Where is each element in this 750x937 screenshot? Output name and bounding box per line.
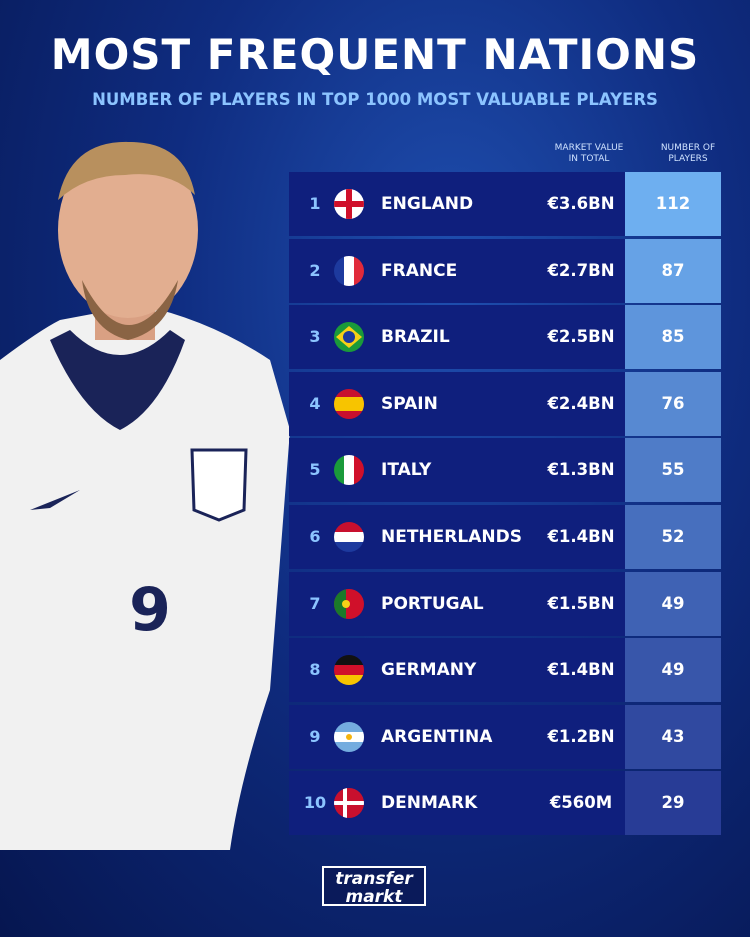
flag	[334, 788, 364, 819]
country: BRAZIL	[381, 327, 450, 348]
table-row: 9 ARGENTINA €1.2BN 43	[289, 704, 721, 769]
players: 87	[625, 238, 721, 303]
table-row: 5 ITALY €1.3BN 55	[289, 438, 721, 503]
players: 43	[625, 704, 721, 769]
flag	[334, 189, 364, 219]
flag	[334, 322, 364, 353]
market-value: €2.5BN	[547, 327, 615, 347]
rank: 4	[309, 393, 321, 413]
players: 85	[625, 305, 721, 370]
country: PORTUGAL	[381, 593, 484, 614]
country: ARGENTINA	[381, 726, 493, 747]
column-header-line: IN TOTAL	[568, 154, 610, 164]
column-header-line: MARKET VALUE	[554, 143, 624, 153]
flag	[334, 721, 364, 752]
column-header: MARKET VALUE IN TOTAL	[545, 143, 633, 165]
players: 55	[625, 438, 721, 503]
table-row: 3 BRAZIL €2.5BN 85	[289, 305, 721, 370]
market-value: €2.4BN	[547, 393, 615, 413]
players: 76	[625, 371, 721, 436]
country: GERMANY	[381, 660, 477, 681]
column-header-line: PLAYERS	[668, 154, 708, 164]
market-value: €560M	[549, 793, 613, 813]
rank: 5	[309, 460, 321, 480]
logo: transfer markt	[322, 866, 426, 906]
rank: 9	[309, 726, 321, 746]
logo-text: markt	[345, 887, 403, 907]
flag	[334, 522, 364, 552]
column-header: NUMBER OF PLAYERS	[640, 143, 736, 165]
table-row: 7 PORTUGAL €1.5BN 49	[289, 571, 721, 636]
rank: 1	[309, 194, 321, 213]
players: 49	[625, 571, 721, 636]
flag	[334, 455, 364, 486]
table-row: 4 SPAIN €2.4BN 76	[289, 371, 721, 436]
rank: 10	[303, 793, 327, 813]
country: SPAIN	[381, 393, 438, 414]
logo-text: transfer	[335, 869, 413, 889]
title: MOST FREQUENT NATIONS	[50, 30, 700, 79]
rank: 7	[309, 593, 321, 613]
country: FRANCE	[381, 260, 458, 281]
country: DENMARK	[381, 793, 478, 814]
table-row: 1 ENGLAND €3.6BN 112	[289, 172, 721, 236]
table-row: 2 FRANCE €2.7BN 87	[289, 238, 721, 303]
market-value: €1.2BN	[547, 726, 615, 746]
players: 52	[625, 505, 721, 569]
market-value: €1.4BN	[547, 660, 615, 680]
rank: 8	[309, 660, 321, 680]
country: ENGLAND	[381, 194, 474, 214]
players: 49	[625, 638, 721, 703]
flag	[334, 588, 364, 619]
rank: 6	[309, 527, 321, 546]
subtitle: NUMBER OF PLAYERS IN TOP 1000 MOST VALUA…	[92, 90, 658, 109]
country: ITALY	[381, 460, 432, 481]
flag	[334, 388, 364, 419]
market-value: €1.4BN	[547, 527, 615, 546]
table-row: 8 GERMANY €1.4BN 49	[289, 638, 721, 703]
player-illustration: 9	[0, 141, 290, 850]
players: 29	[625, 771, 721, 836]
players: 112	[625, 172, 721, 236]
table-row: 10 DENMARK €560M 29	[289, 771, 721, 836]
rank: 3	[309, 327, 321, 347]
column-header-line: NUMBER OF	[660, 143, 716, 153]
market-value: €2.7BN	[547, 260, 615, 280]
market-value: €3.6BN	[547, 194, 615, 213]
flag	[334, 655, 364, 686]
country: NETHERLANDS	[381, 527, 522, 547]
svg-text:9: 9	[129, 575, 171, 645]
market-value: €1.5BN	[547, 593, 615, 613]
rank: 2	[309, 260, 321, 280]
table-row: 6 NETHERLANDS €1.4BN 52	[289, 505, 721, 569]
flag	[334, 255, 364, 286]
market-value: €1.3BN	[547, 460, 615, 480]
